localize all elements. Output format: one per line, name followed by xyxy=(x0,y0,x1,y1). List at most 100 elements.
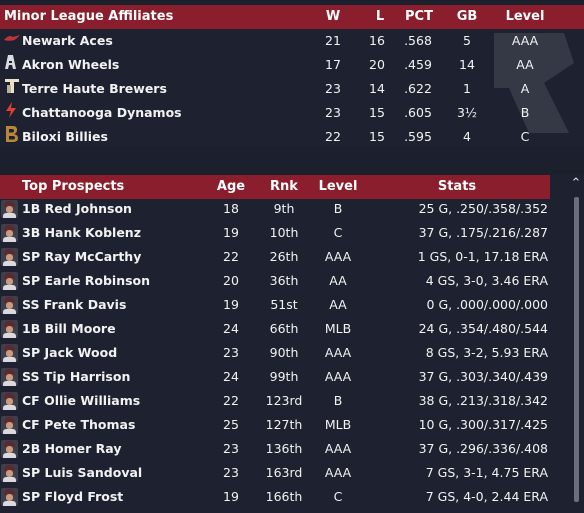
col-header-level[interactable]: Level xyxy=(318,179,358,194)
prospect-row[interactable]: SS Tip Harrison 24 99th AAA 37 G, .303/.340/… xyxy=(0,365,552,389)
affiliate-name[interactable]: Chattanooga Dynamos xyxy=(22,105,182,120)
affiliate-pct: .568 xyxy=(404,33,432,48)
prospect-row[interactable]: CF Pete Thomas 25 127th MLB 10 G, .300/.317/… xyxy=(0,413,552,437)
affiliate-name[interactable]: Newark Aces xyxy=(22,33,113,48)
affiliate-row[interactable]: Biloxi Billies 22 15 .595 4 C xyxy=(0,125,584,149)
prospect-name[interactable]: 3B Hank Koblenz xyxy=(22,225,141,240)
prospect-rank: 51st xyxy=(270,297,298,312)
prospect-name[interactable]: 1B Bill Moore xyxy=(22,321,116,336)
prospect-row[interactable]: SP Ray McCarthy 22 26th AAA 1 GS, 0-1, 17.18… xyxy=(0,245,552,269)
prospect-stats: 7 GS, 3-1, 4.75 ERA xyxy=(425,465,548,480)
prospect-stats: 4 GS, 3-0, 3.46 ERA xyxy=(425,273,548,288)
prospect-level: B xyxy=(333,201,343,216)
player-avatar xyxy=(1,392,18,410)
prospect-name[interactable]: SS Tip Harrison xyxy=(22,369,131,384)
affiliate-name[interactable]: Terre Haute Brewers xyxy=(22,81,167,96)
col-header-l[interactable]: L xyxy=(375,9,385,24)
prospect-row[interactable]: 1B Red Johnson 18 9th B 25 G, .250/.358/.352 xyxy=(0,197,552,221)
prospect-level: C xyxy=(333,225,343,240)
prospect-stats: 37 G, .175/.216/.287 xyxy=(418,225,548,240)
affiliate-level: AA xyxy=(516,57,534,72)
terre-haute-brewers-logo xyxy=(3,77,19,95)
affiliate-row[interactable]: Chattanooga Dynamos 23 15 .605 3½ B xyxy=(0,101,584,125)
col-header-rnk[interactable]: Rnk xyxy=(270,179,298,194)
affiliate-row[interactable]: Akron Wheels 17 20 .459 14 AA xyxy=(0,53,584,77)
prospect-name[interactable]: CF Ollie Williams xyxy=(22,393,141,408)
prospect-name[interactable]: CF Pete Thomas xyxy=(22,417,136,432)
affiliate-wins: 21 xyxy=(325,33,341,48)
prospect-level: MLB xyxy=(324,417,352,432)
chevron-up-icon[interactable]: ⌃ xyxy=(570,176,582,191)
scroll-track[interactable] xyxy=(574,197,579,502)
prospect-level: AAA xyxy=(324,441,352,456)
prospect-row[interactable]: CF Ollie Williams 22 123rd B 38 G, .213/.318… xyxy=(0,389,552,413)
affiliate-pct: .605 xyxy=(404,105,432,120)
prospect-age: 20 xyxy=(223,273,239,288)
prospect-name[interactable]: SP Jack Wood xyxy=(22,345,118,360)
prospect-name[interactable]: 1B Red Johnson xyxy=(22,201,132,216)
affiliate-gb: 4 xyxy=(463,129,471,144)
prospects-scrollbar[interactable]: ⌃ xyxy=(568,175,584,513)
prospect-row[interactable]: SP Earle Robinson 20 36th AA 4 GS, 3-0, 3.46… xyxy=(0,269,552,293)
col-header-pct[interactable]: PCT xyxy=(405,9,433,24)
affiliate-wins: 22 xyxy=(325,129,341,144)
col-header-stats[interactable]: Stats xyxy=(437,179,477,194)
prospect-stats: 38 G, .213/.318/.342 xyxy=(418,393,548,408)
prospect-level: AA xyxy=(329,297,347,312)
affiliate-name[interactable]: Biloxi Billies xyxy=(22,129,108,144)
prospect-row[interactable]: 1B Bill Moore 24 66th MLB 24 G, .354/.480/.5… xyxy=(0,317,552,341)
affiliate-pct: .459 xyxy=(404,57,432,72)
affiliate-row[interactable]: Terre Haute Brewers 23 14 .622 1 A xyxy=(0,77,584,101)
prospect-rank: 9th xyxy=(273,201,295,216)
player-avatar xyxy=(1,200,18,218)
prospect-name[interactable]: 2B Homer Ray xyxy=(22,441,122,456)
prospect-stats: 24 G, .354/.480/.544 xyxy=(418,321,548,336)
prospect-level: AA xyxy=(329,273,347,288)
prospect-rank: 36th xyxy=(269,273,299,288)
affiliate-level: C xyxy=(520,129,530,144)
prospect-row[interactable]: 3B Hank Koblenz 19 10th C 37 G, .175/.216/.2… xyxy=(0,221,552,245)
prospect-name[interactable]: SS Frank Davis xyxy=(22,297,127,312)
prospect-age: 25 xyxy=(223,417,239,432)
prospect-name[interactable]: SP Earle Robinson xyxy=(22,273,151,288)
player-avatar xyxy=(1,344,18,362)
prospect-level: MLB xyxy=(324,321,352,336)
prospect-name[interactable]: SP Luis Sandoval xyxy=(22,465,143,480)
prospect-name[interactable]: SP Ray McCarthy xyxy=(22,249,142,264)
col-header-gb[interactable]: GB xyxy=(456,9,478,24)
affiliate-gb: 3½ xyxy=(456,105,478,120)
affiliate-level: A xyxy=(520,81,530,96)
prospect-age: 22 xyxy=(223,393,239,408)
prospect-row[interactable]: SP Floyd Frost 19 166th C 7 GS, 4-0, 2.44 ER… xyxy=(0,485,552,509)
prospects-title: Top Prospects xyxy=(22,179,125,194)
prospect-age: 23 xyxy=(223,441,239,456)
prospect-rank: 10th xyxy=(269,225,299,240)
prospect-age: 23 xyxy=(223,465,239,480)
prospects-panel: Top Prospects Age Rnk Level Stats 1B Red… xyxy=(0,175,584,513)
prospects-header: Top Prospects Age Rnk Level Stats xyxy=(0,175,550,199)
affiliate-losses: 20 xyxy=(369,57,385,72)
prospect-row[interactable]: SS Frank Davis 19 51st AA 0 G, .000/.000/.00… xyxy=(0,293,552,317)
affiliate-gb: 14 xyxy=(459,57,475,72)
prospect-name[interactable]: SP Floyd Frost xyxy=(22,489,124,504)
affiliate-wins: 23 xyxy=(325,105,341,120)
prospect-rank: 127th xyxy=(265,417,303,432)
chattanooga-dynamos-logo xyxy=(3,101,19,119)
affiliate-name[interactable]: Akron Wheels xyxy=(22,57,120,72)
team-watermark-logo xyxy=(474,23,584,138)
prospect-stats: 10 G, .300/.317/.425 xyxy=(418,417,548,432)
affiliate-row[interactable]: Newark Aces 21 16 .568 5 AAA xyxy=(0,29,584,53)
prospect-age: 23 xyxy=(223,345,239,360)
prospect-age: 19 xyxy=(223,297,239,312)
scroll-thumb[interactable] xyxy=(574,197,579,502)
player-avatar xyxy=(1,488,18,506)
player-avatar xyxy=(1,248,18,266)
col-header-w[interactable]: W xyxy=(325,9,341,24)
prospect-row[interactable]: SP Luis Sandoval 23 163rd AAA 7 GS, 3-1, 4.7… xyxy=(0,461,552,485)
col-header-level[interactable]: Level xyxy=(505,9,545,24)
prospect-row[interactable]: SP Jack Wood 23 90th AAA 8 GS, 3-2, 5.93 ERA xyxy=(0,341,552,365)
col-header-age[interactable]: Age xyxy=(216,179,246,194)
prospect-rank: 123rd xyxy=(265,393,303,408)
biloxi-billies-logo xyxy=(3,125,19,143)
prospect-row[interactable]: 2B Homer Ray 23 136th AAA 37 G, .296/.336/.4… xyxy=(0,437,552,461)
